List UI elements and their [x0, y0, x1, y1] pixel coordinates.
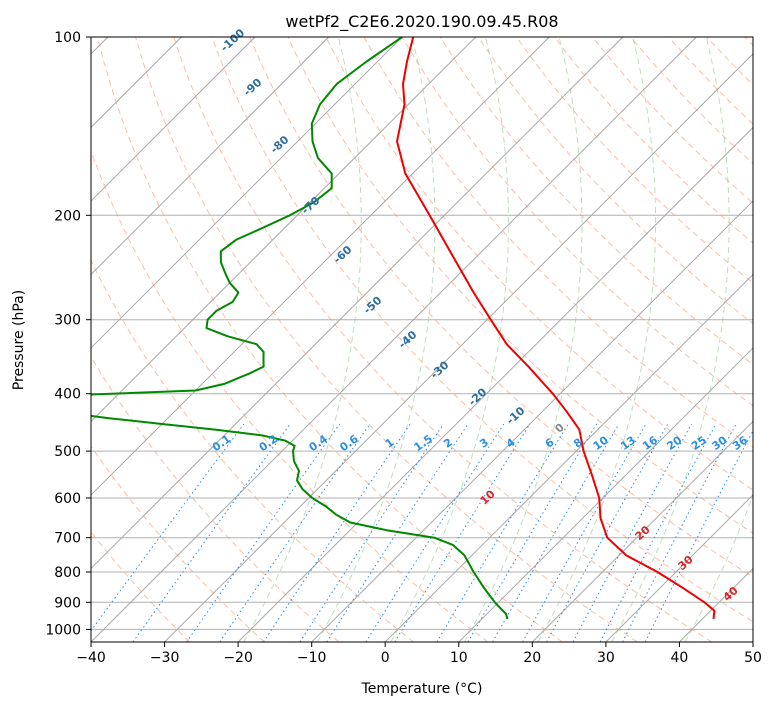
- isotherm-line: [531, 420, 753, 642]
- moist-adiabat: [537, 37, 656, 642]
- mixing-ratio-line: [219, 423, 371, 642]
- axis-layer: −40 −30 −20 −10 0 10 20 30 40 50 100 200 300 400 500 60…: [45, 30, 762, 666]
- dry-adiabat: [135, 37, 638, 642]
- y-tick-label: 200: [54, 208, 81, 224]
- x-tick-label: 20: [523, 650, 541, 666]
- profile-line: [396, 37, 716, 620]
- dry-adiabat: [249, 37, 753, 578]
- data-layer: [91, 37, 716, 620]
- profile-line: [91, 37, 509, 620]
- x-tick-label: −40: [76, 650, 106, 666]
- x-axis-title: Temperature (°C): [361, 681, 483, 697]
- grid-layer: [91, 37, 753, 642]
- y-tick-label: 1000: [45, 622, 81, 638]
- mixing-ratio-line: [91, 423, 245, 632]
- mixing-ratio-line: [436, 423, 569, 642]
- x-tick-label: −20: [223, 650, 253, 666]
- moist-adiabat: [611, 37, 730, 642]
- isotherm-line: [164, 53, 753, 642]
- moist-adiabat: [243, 37, 362, 642]
- mixing-ratio-line: [546, 423, 669, 642]
- mixing-ratio-line: [492, 423, 620, 642]
- dry-adiabat: [91, 445, 265, 642]
- isotherm-line: [237, 126, 753, 642]
- moist-adiabat: [316, 37, 436, 642]
- x-tick-label: −10: [297, 650, 327, 666]
- mixing-ratio-line: [572, 423, 693, 642]
- isotherm-line: [91, 37, 256, 202]
- x-tick-label: −30: [150, 650, 180, 666]
- isotherm-line: [605, 494, 753, 642]
- x-tick-label: 50: [744, 650, 762, 666]
- y-tick-label: 600: [54, 491, 81, 507]
- y-tick-label: 100: [54, 30, 81, 46]
- y-tick-label: 300: [54, 313, 81, 329]
- isotherm-line: [91, 37, 550, 496]
- isotherm-line: [91, 37, 697, 642]
- isotherm-line: [91, 37, 403, 349]
- y-tick-label: 500: [54, 444, 81, 460]
- dry-adiabat: [211, 37, 753, 623]
- mixing-ratio-line: [299, 423, 445, 642]
- mixing-ratio-line: [263, 423, 411, 642]
- isotherm-line: [91, 37, 624, 570]
- isotherm-line: [91, 37, 329, 276]
- x-tick-label: 40: [670, 650, 688, 666]
- isotherm-line: [91, 37, 477, 423]
- plot-frame: [90, 36, 754, 643]
- y-tick-label: 900: [54, 595, 81, 611]
- x-tick-label: 0: [381, 650, 390, 666]
- isotherm-line: [384, 273, 753, 642]
- isotherm-line: [311, 200, 753, 642]
- dry-adiabat: [91, 259, 414, 642]
- y-axis-title: Pressure (hPa): [11, 290, 27, 390]
- dry-adiabat: [287, 37, 753, 534]
- dry-adiabat: [173, 37, 713, 642]
- moist-adiabat: [390, 37, 509, 642]
- dry-adiabat: [325, 37, 753, 491]
- x-tick-label: 30: [597, 650, 615, 666]
- mixing-ratio-line: [186, 423, 341, 642]
- x-tick-label: 10: [450, 650, 468, 666]
- y-tick-label: 400: [54, 387, 81, 403]
- y-tick-label: 700: [54, 531, 81, 547]
- dry-adiabat: [515, 37, 753, 284]
- mixing-ratio-line: [132, 423, 291, 642]
- isotherm-line: [458, 347, 753, 642]
- chart-title: wetPf2_C2E6.2020.190.09.45.R08: [285, 12, 558, 32]
- y-tick-label: 800: [54, 565, 81, 581]
- dry-adiabat: [97, 37, 563, 642]
- mixing-ratio-line: [467, 423, 598, 642]
- moist-adiabat: [463, 37, 583, 642]
